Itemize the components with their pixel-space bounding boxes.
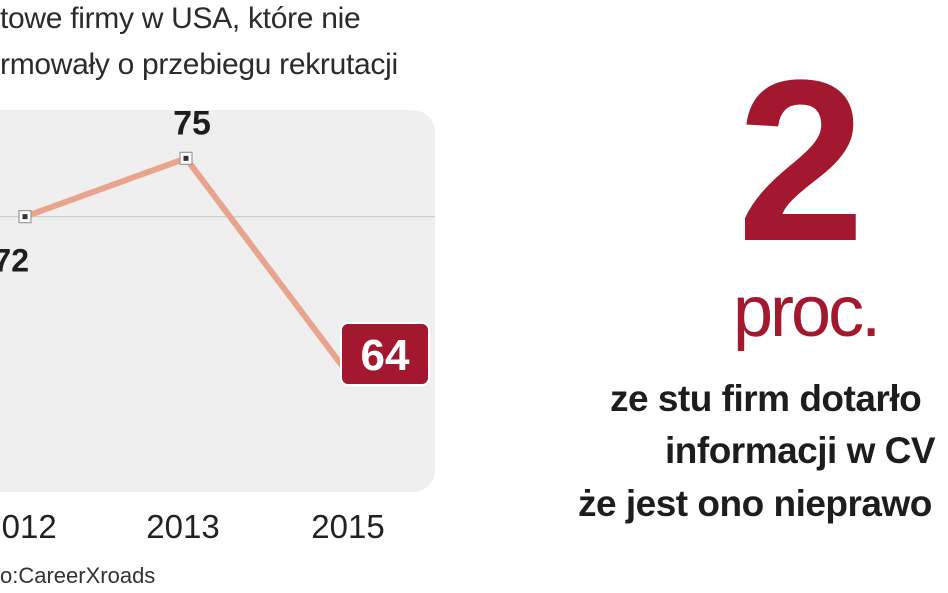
highlight-text-line-2: informacji w CV (665, 430, 936, 471)
highlight-number: 2 (737, 32, 865, 289)
highlight-unit: proc. (733, 272, 881, 352)
data-label-box-2015 (340, 322, 430, 386)
highlight-text-line-3: że jest ono nieprawo (578, 483, 932, 524)
series-line (23, 155, 350, 375)
data-point-core-2012 (22, 214, 28, 220)
x-tick-label-2012: 2012 (0, 508, 57, 545)
chart-title-line-1: towe firmy w USA, które nie (0, 2, 361, 35)
data-label-2013: 75 (173, 104, 211, 142)
source-note: o:CareerXroads (0, 563, 156, 588)
x-tick-label-2013: 2013 (146, 508, 220, 545)
plot-area (0, 110, 435, 492)
data-label-2012: 72 (0, 243, 29, 279)
data-point-core-2013 (183, 155, 189, 161)
data-label-2015: 64 (361, 331, 410, 380)
highlight-text-line-1: ze stu firm dotarło (610, 378, 922, 419)
x-tick-label-2015: 2015 (311, 508, 385, 545)
chart-title-line-2: rmowały o przebiegu rekrutacji (0, 48, 398, 81)
